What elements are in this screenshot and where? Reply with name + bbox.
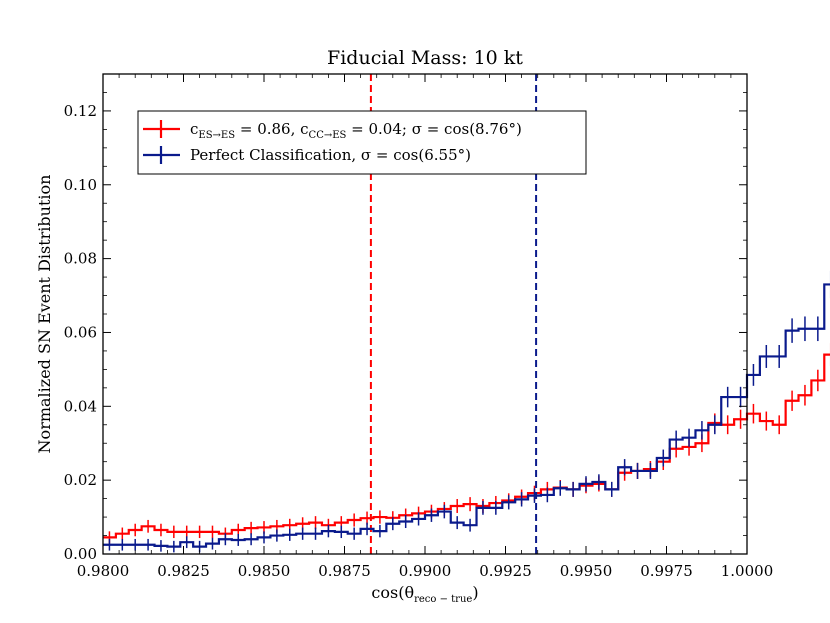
- series-0-step-line: [103, 353, 830, 539]
- x-tick-label: 0.9875: [318, 562, 371, 580]
- legend: cES→ES = 0.86, cCC→ES = 0.04; σ = cos(8.…: [137, 110, 587, 175]
- legend-label-blue: Perfect Classification, σ = cos(6.55°): [190, 146, 471, 164]
- y-tick-label: 0.12: [64, 102, 97, 120]
- y-axis-title: Normalized SN Event Distribution: [35, 175, 54, 454]
- y-tick-label: 0.02: [64, 471, 97, 489]
- x-tick-label: 0.9950: [560, 562, 613, 580]
- x-axis-title-close: ): [472, 583, 478, 602]
- x-tick-label: 0.9800: [77, 562, 130, 580]
- x-tick-label: 0.9850: [238, 562, 291, 580]
- x-axis-title-main: cos(θ: [371, 583, 414, 602]
- x-tick-label: 0.9975: [640, 562, 693, 580]
- legend-entry-red: cES→ES = 0.86, cCC→ES = 0.04; σ = cos(8.…: [143, 120, 522, 141]
- y-tick-label: 0.04: [64, 397, 97, 415]
- x-tick-label: 0.9900: [399, 562, 452, 580]
- series-1-step-line: [103, 283, 830, 548]
- y-tick-label: 0.08: [64, 250, 97, 268]
- x-tick-label: 0.9825: [157, 562, 210, 580]
- x-axis-title: cos(θreco − true): [371, 583, 478, 605]
- chart-title: Fiducial Mass: 10 kt: [327, 47, 523, 69]
- x-tick-label: 1.0000: [721, 562, 774, 580]
- y-tick-label: 0.10: [64, 176, 97, 194]
- y-tick-label: 0.00: [64, 545, 97, 563]
- legend-label-red: cES→ES = 0.86, cCC→ES = 0.04; σ = cos(8.…: [190, 120, 522, 141]
- legend-frame: [137, 110, 587, 175]
- x-tick-label: 0.9925: [479, 562, 532, 580]
- x-axis-title-sub: reco − true: [414, 594, 472, 605]
- legend-entry-blue: Perfect Classification, σ = cos(6.55°): [143, 146, 471, 164]
- y-tick-label: 0.06: [64, 323, 97, 341]
